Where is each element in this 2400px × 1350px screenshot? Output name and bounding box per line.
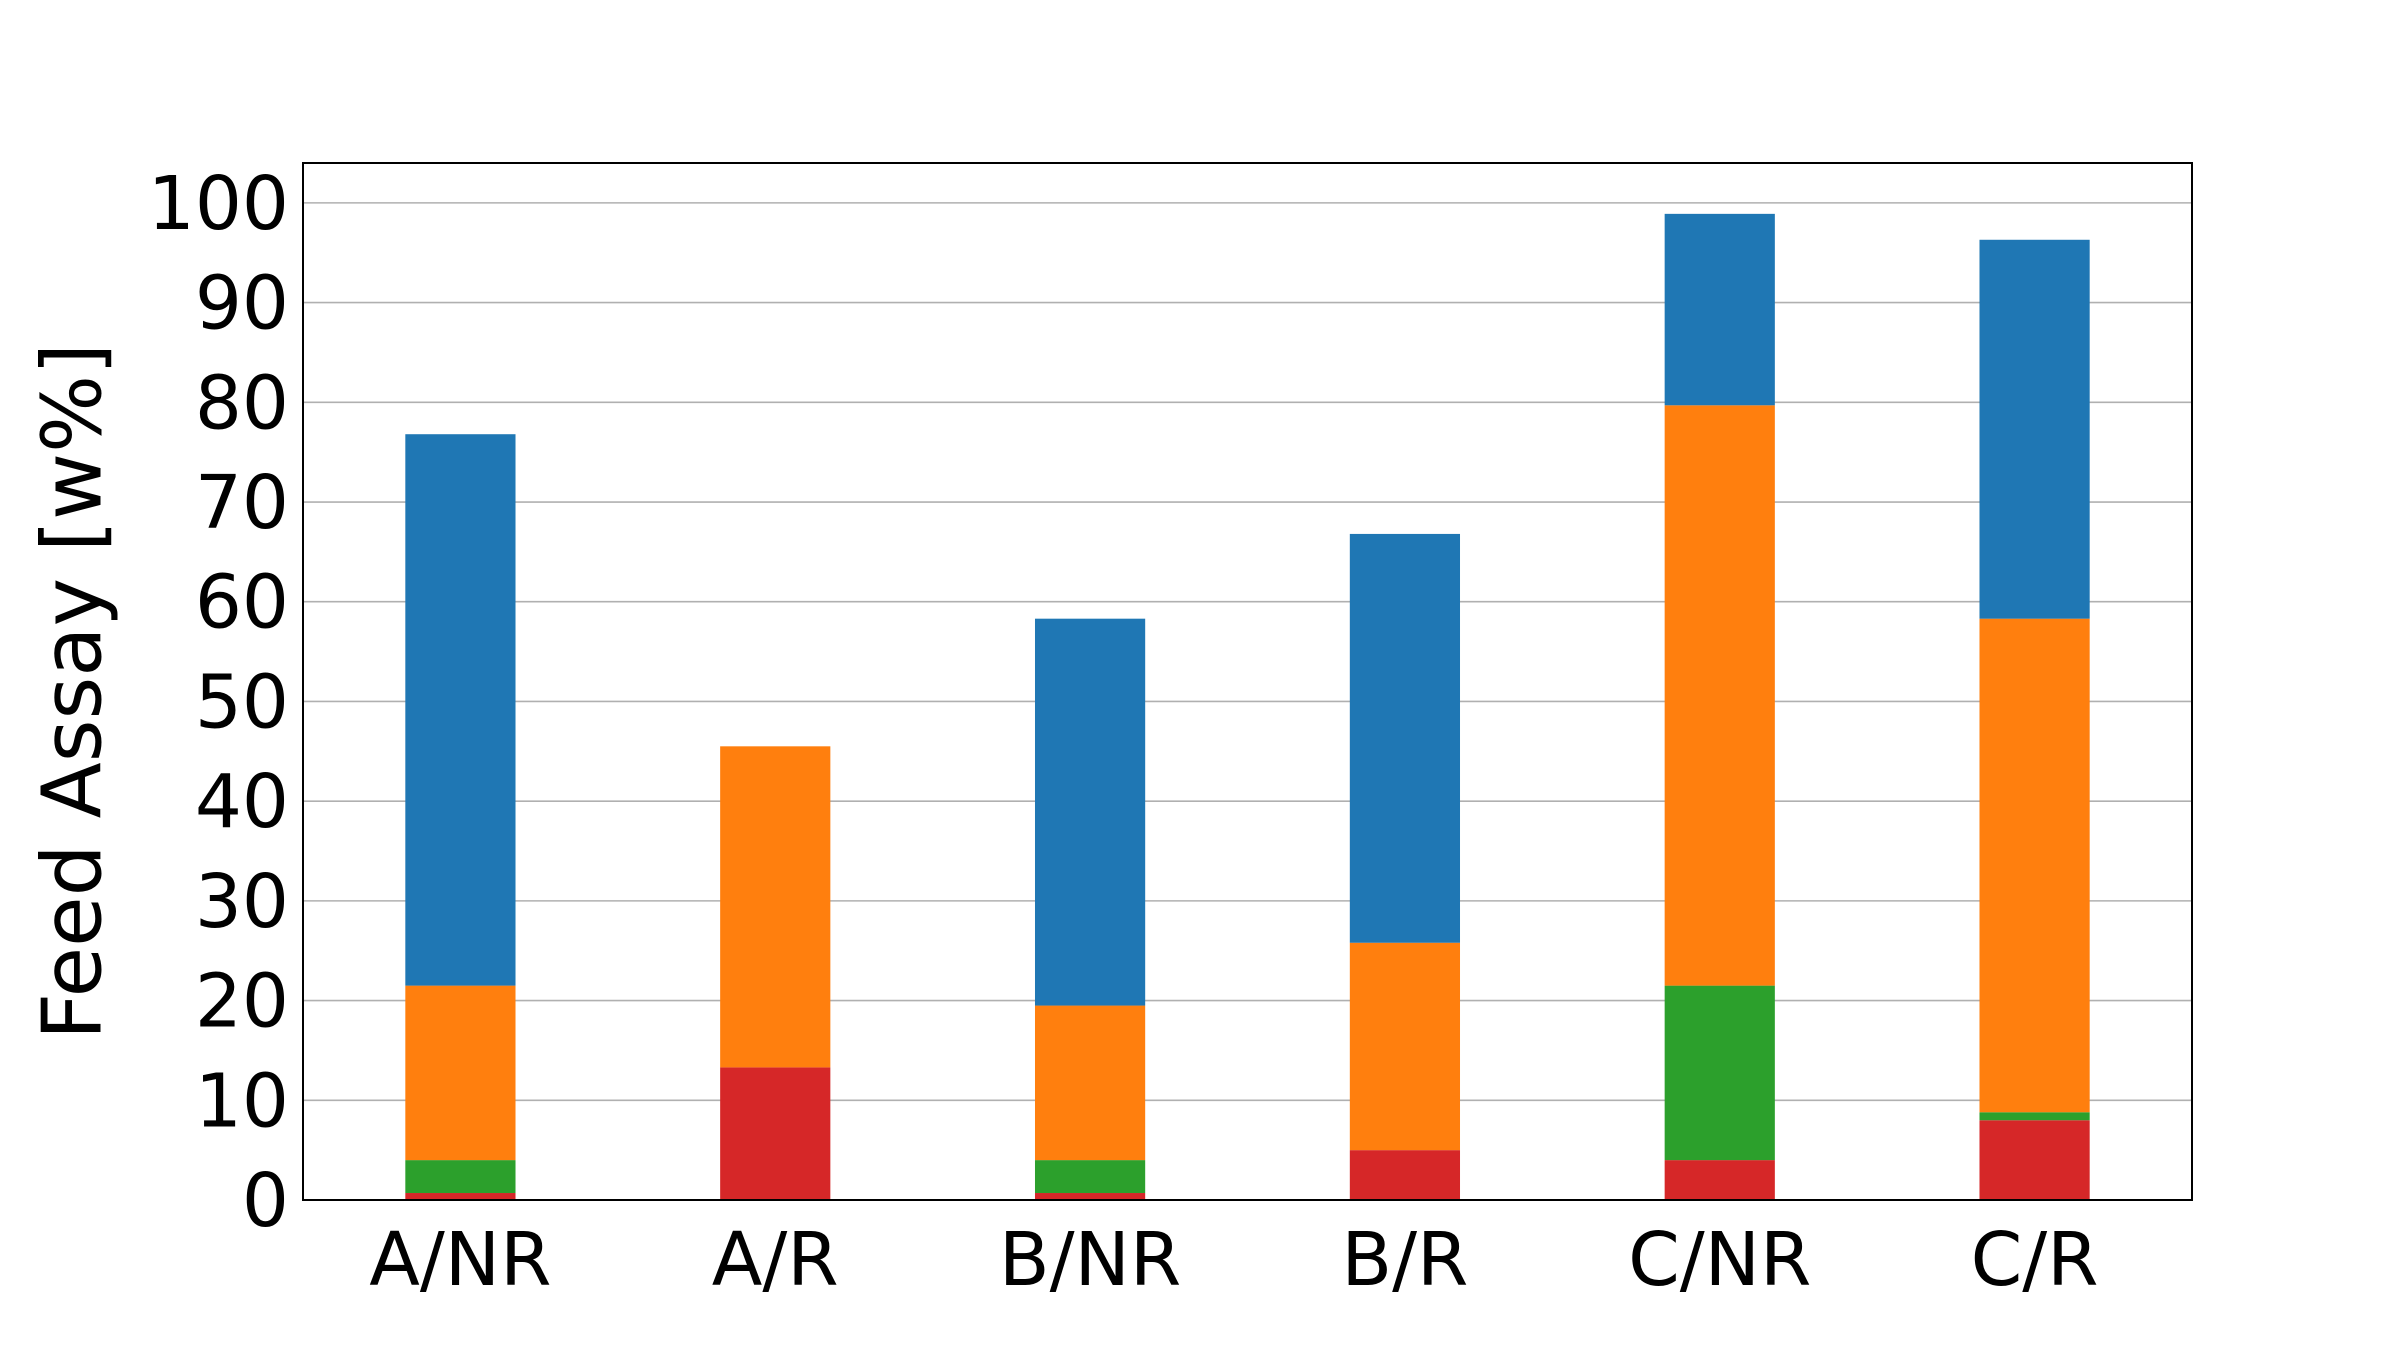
y-tick-labels: 0 10 20 30 40 50 60 70 80 90 100 <box>148 161 289 1244</box>
bar-segment <box>1349 942 1461 1151</box>
bar-segment <box>1979 1112 2090 1121</box>
bar-segment <box>405 434 516 986</box>
bar-segment <box>1979 239 2090 619</box>
y-axis-title: Feed Assay [w%] <box>25 343 120 1040</box>
bar-segment <box>1034 1160 1146 1194</box>
y-tick-label: 50 <box>195 659 289 745</box>
y-tick-label: 30 <box>195 859 289 945</box>
bar-segment <box>1664 985 1775 1161</box>
bar-segment <box>1664 1160 1775 1200</box>
x-tick-label: B/R <box>1341 1217 1468 1303</box>
x-tick-label: B/NR <box>999 1217 1181 1303</box>
plot-frame <box>302 162 2193 1201</box>
gridlines <box>303 202 2192 1201</box>
y-tick-label: 70 <box>195 460 289 546</box>
bar-segment <box>1349 1150 1461 1200</box>
bar-segment <box>1664 405 1775 986</box>
y-tick-label: 60 <box>195 560 289 646</box>
x-tick-label: C/R <box>1971 1217 2099 1303</box>
bar-segment <box>1034 1193 1146 1200</box>
bar-segment <box>1349 533 1461 943</box>
bar-segment <box>1979 1120 2090 1200</box>
bars <box>405 213 2090 1200</box>
bar-segment <box>1979 618 2090 1113</box>
y-tick-label: 20 <box>195 959 289 1045</box>
bar-segment <box>405 985 516 1161</box>
bar-segment <box>405 1160 516 1194</box>
bar-segment <box>1034 618 1146 1006</box>
y-tick-label: 90 <box>195 261 289 347</box>
x-tick-label: A/R <box>712 1217 839 1303</box>
y-tick-label: 100 <box>148 161 289 247</box>
bar-segment <box>1034 1005 1146 1161</box>
x-tick-labels: A/NR A/R B/NR B/R C/NR C/R <box>369 1217 2098 1303</box>
x-tick-label: C/NR <box>1628 1217 1811 1303</box>
bar-segment <box>405 1193 516 1200</box>
y-tick-label: 80 <box>195 360 289 446</box>
y-tick-label: 10 <box>195 1058 289 1144</box>
y-tick-label: 0 <box>242 1158 289 1244</box>
x-tick-label: A/NR <box>369 1217 551 1303</box>
y-tick-label: 40 <box>195 759 289 845</box>
bar-segment <box>1664 213 1775 406</box>
bar-segment <box>720 746 831 1068</box>
bar-segment <box>720 1067 831 1200</box>
